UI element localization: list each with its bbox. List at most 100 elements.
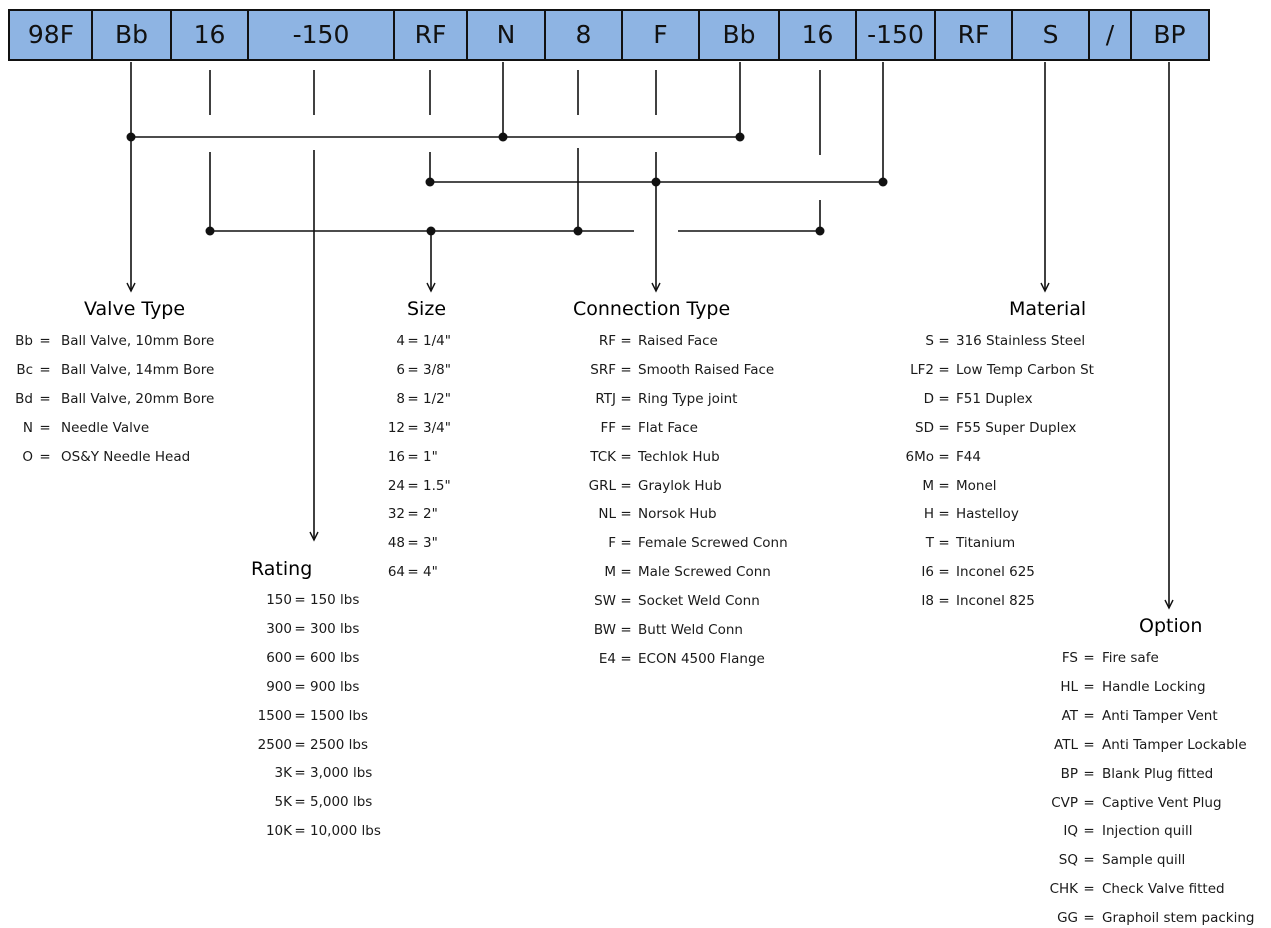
entry-equals: = [1083,881,1095,898]
entry-equals: = [294,649,306,666]
entry-code: 900 [266,678,292,695]
junction-dot [205,226,215,236]
entry-code: I8 [921,593,934,610]
code-divider [91,11,93,59]
entry-code: 150 [266,592,292,608]
entry-description: 1/2" [423,390,451,407]
option-entry: CVP = Captive Vent Plug [1048,794,1221,811]
entry-equals: = [407,506,419,523]
code-divider [1088,11,1090,59]
entry-code: RTJ [595,390,616,407]
size-entry: 16 = 1" [385,449,438,465]
entry-equals: = [407,535,419,552]
option-entry: IQ = Injection quill [1048,823,1192,839]
entry-description: 1500 lbs [310,707,369,724]
entry-code: ATL [1054,736,1078,753]
connection-type-title: Connection Type [573,298,731,320]
entry-equals: = [620,622,632,638]
code-divider [778,11,780,59]
connection-type-entry: RF = Raised Face [580,333,718,349]
code-segment: RF [414,20,447,49]
entry-equals: = [620,419,632,436]
entry-description: 2" [423,506,438,523]
code-divider [698,11,700,59]
entry-description: Ball Valve, 10mm Bore [61,333,215,349]
entry-description: Techlok Hub [638,448,720,465]
entry-code: SD [915,419,934,436]
entry-code: 1500 [257,707,292,724]
entry-code: 5K [274,794,292,811]
connection-type-entry: GRL = Graylok Hub [580,478,722,494]
entry-equals: = [1083,678,1095,695]
entry-equals: = [294,592,306,608]
size-entry: 6 = 3/8" [385,362,451,378]
entry-description: F44 [956,448,981,465]
code-segment: Bb [114,20,149,49]
code-divider [1011,11,1013,59]
entry-code: GG [1057,910,1078,927]
entry-code: 3K [274,765,292,782]
entry-equals: = [938,361,950,378]
entry-equals: = [620,650,632,667]
entry-description: Ball Valve, 14mm Bore [61,361,215,378]
entry-equals: = [407,477,419,494]
entry-code: SRF [590,361,616,378]
entry-equals: = [39,333,51,349]
rating-entry: 1500 = 1500 lbs [252,708,368,724]
connection-type-entry: FF = Flat Face [580,419,698,436]
entry-equals: = [294,678,306,695]
size-title: Size [407,298,447,320]
entry-code: 10K [265,823,292,840]
entry-code: N [22,419,33,436]
code-divider [393,11,395,59]
valve-type-entry: N = Needle Valve [11,420,149,436]
size-entry: 32 = 2" [385,506,438,522]
junction-dot [498,132,508,142]
size-entry: 24 = 1.5" [385,478,451,494]
rating-entry: 600 = 600 lbs [252,650,359,666]
entry-description: Blank Plug fitted [1102,765,1214,782]
material-entry: M = Monel [900,478,996,494]
entry-equals: = [294,707,306,724]
rating-entry: 900 = 900 lbs [252,679,359,695]
entry-equals: = [294,765,306,782]
entry-description: Smooth Raised Face [638,361,775,378]
option-entry: CHK = Check Valve fitted [1048,881,1225,897]
entry-description: Graylok Hub [638,477,722,494]
entry-equals: = [39,361,51,378]
connection-type-entry: TCK = Techlok Hub [580,448,720,465]
entry-code: I6 [921,564,934,581]
material-entry: D = F51 Duplex [900,391,1033,407]
junction-dot [126,132,136,142]
entry-code: FF [600,419,616,436]
entry-code: 24 [387,477,405,494]
arrow-head-icon [651,282,661,293]
entry-code: BW [593,622,616,638]
entry-equals: = [620,535,632,552]
entry-equals: = [1083,794,1095,811]
entry-description: Flat Face [638,419,698,436]
entry-equals: = [938,535,950,552]
entry-code: CVP [1051,794,1078,811]
entry-description: Low Temp Carbon St [956,361,1094,378]
valve-type-entry: O = OS&Y Needle Head [11,449,190,465]
material-entry: T = Titanium [900,535,1015,551]
option-entry: HL = Handle Locking [1048,678,1205,695]
entry-code: 2500 [257,736,292,753]
entry-description: Anti Tamper Lockable [1102,736,1247,753]
option-entry: AT = Anti Tamper Vent [1048,708,1218,724]
entry-code: AT [1061,707,1078,724]
entry-equals: = [294,794,306,811]
entry-code: RF [598,333,616,349]
entry-code: 32 [387,506,405,523]
entry-equals: = [620,477,632,494]
entry-code: 300 [266,620,292,637]
entry-equals: = [620,564,632,581]
entry-description: 600 lbs [310,649,360,666]
entry-code: 64 [387,564,405,581]
size-entry: 8 = 1/2" [385,391,451,407]
valve-type-entry: Bb = Ball Valve, 10mm Bore [11,333,214,349]
entry-description: Hastelloy [956,506,1019,523]
entry-code: H [923,506,934,523]
arrow-head-icon [426,282,436,293]
